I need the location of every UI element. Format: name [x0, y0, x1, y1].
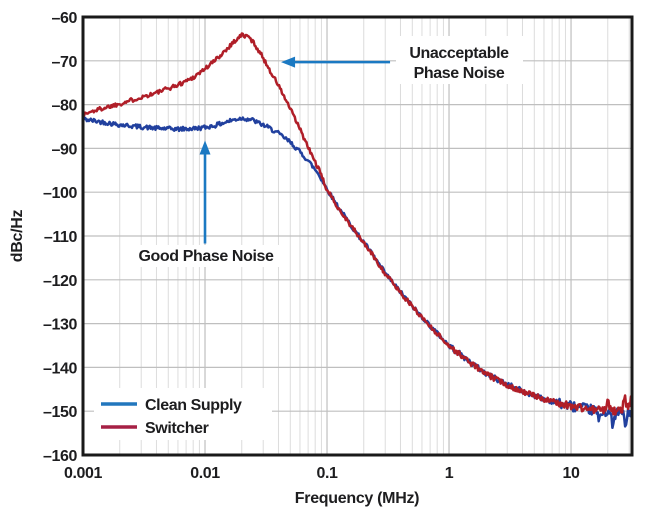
- y-tick-label: –80: [52, 98, 78, 115]
- x-tick-label: 1: [445, 465, 454, 482]
- label-mask: [396, 36, 523, 84]
- annotation-line-1: Unacceptable: [409, 45, 509, 62]
- label-mask: [130, 245, 283, 267]
- clean-supply-curve: [83, 116, 632, 430]
- gridlines: [83, 17, 632, 455]
- x-tick-label: 0.1: [316, 465, 338, 482]
- y-tick-label: –110: [44, 229, 78, 246]
- annotation-good-phase-noise: Good Phase Noise: [139, 248, 275, 265]
- x-tick-label: 0.001: [64, 465, 103, 482]
- plot-border: [81, 15, 634, 457]
- y-tick-label: –150: [43, 404, 77, 421]
- label-masks: [94, 36, 523, 440]
- x-tick-label: 10: [563, 465, 580, 482]
- annotation-unacceptable-phase-noise: Unacceptable Phase Noise: [409, 45, 509, 82]
- y-tick-label: –90: [52, 141, 78, 158]
- y-tick-label: –120: [43, 273, 77, 290]
- y-axis-tick-labels: –60 –70 –80 –90 –100 –110 –120 –130 –140 –150 –160: [43, 10, 78, 465]
- annotation-line-2: Phase Noise: [414, 65, 505, 82]
- legend-label-switcher: Switcher: [145, 420, 209, 437]
- y-axis-title: dBc/Hz: [9, 209, 26, 262]
- y-tick-label: –130: [43, 317, 77, 334]
- y-tick-label: –140: [43, 360, 77, 377]
- x-axis-tick-labels: 0.001 0.01 0.1 1 10: [64, 465, 580, 482]
- legend: Clean Supply Switcher: [101, 397, 242, 437]
- x-tick-label: 0.01: [190, 465, 220, 482]
- label-mask: [94, 388, 272, 440]
- annotation-line-1: Good Phase Noise: [139, 248, 274, 265]
- x-axis-title: Frequency (MHz): [295, 490, 419, 507]
- y-tick-label: –100: [43, 185, 77, 202]
- good-arrow-icon: [199, 140, 211, 244]
- legend-label-clean-supply: Clean Supply: [145, 397, 242, 414]
- y-tick-label: –160: [43, 448, 77, 465]
- y-tick-label: –70: [52, 54, 78, 71]
- unacceptable-arrow-icon: [281, 56, 391, 68]
- y-tick-label: –60: [52, 10, 78, 27]
- switcher-curve: [83, 32, 632, 416]
